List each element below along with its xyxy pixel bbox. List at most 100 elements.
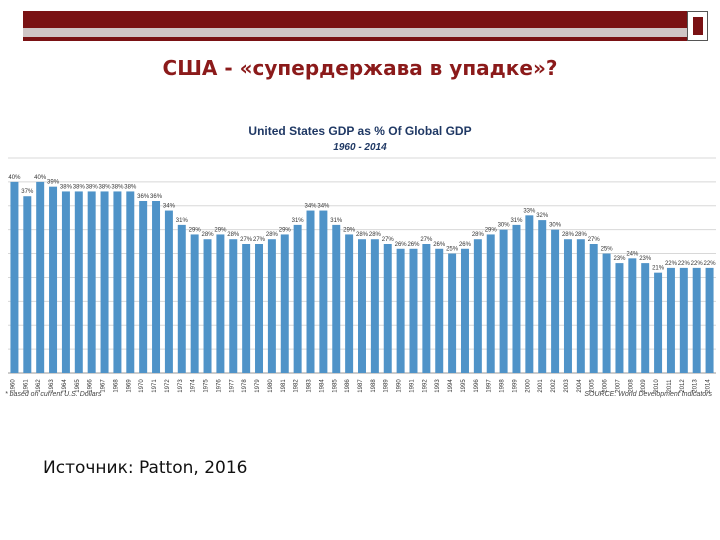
data-label-1991: 26%	[407, 242, 420, 248]
data-label-1986: 29%	[343, 227, 356, 233]
data-label-1996: 28%	[472, 232, 485, 238]
x-tick-1961: 1961	[23, 379, 29, 393]
x-tick-2002: 2002	[551, 379, 557, 393]
x-tick-1977: 1977	[229, 379, 235, 393]
data-label-1963: 39%	[47, 180, 60, 186]
data-label-1985: 31%	[330, 218, 343, 224]
x-tick-1969: 1969	[126, 379, 132, 393]
bar-1983	[306, 210, 315, 373]
data-label-1983: 34%	[305, 204, 318, 210]
x-tick-1960: 1960	[10, 379, 16, 393]
data-label-1974: 29%	[189, 227, 202, 233]
data-label-1987: 28%	[356, 232, 369, 238]
bar-1971	[152, 201, 161, 373]
bar-2004	[576, 239, 585, 373]
bar-2006	[602, 253, 611, 373]
bar-1990	[396, 248, 405, 373]
x-tick-2012: 2012	[680, 379, 686, 393]
data-label-1997: 29%	[485, 227, 498, 233]
data-label-1975: 28%	[202, 232, 215, 238]
x-tick-1995: 1995	[461, 379, 467, 393]
bar-2007	[615, 263, 624, 373]
chart-title: United States GDP as % Of Global GDP	[248, 124, 471, 138]
x-tick-2009: 2009	[641, 379, 647, 393]
bar-2011	[666, 267, 675, 373]
data-label-1978: 27%	[240, 237, 253, 243]
x-tick-2005: 2005	[590, 379, 596, 393]
bar-1976	[216, 234, 225, 373]
bar-1974	[190, 234, 199, 373]
data-label-2007: 23%	[613, 256, 626, 262]
data-label-1977: 28%	[227, 232, 240, 238]
bar-1975	[203, 239, 212, 373]
x-tick-1997: 1997	[487, 379, 493, 393]
x-tick-1979: 1979	[255, 379, 261, 393]
x-tick-1967: 1967	[101, 379, 107, 393]
bar-1980	[267, 239, 276, 373]
bar-1982	[293, 224, 302, 373]
data-label-2013: 22%	[691, 261, 704, 267]
data-label-1992: 27%	[420, 237, 433, 243]
x-tick-1998: 1998	[500, 379, 506, 393]
x-tick-2010: 2010	[654, 379, 660, 393]
data-label-1970: 36%	[137, 194, 150, 200]
data-label-1988: 28%	[369, 232, 382, 238]
x-tick-1963: 1963	[49, 379, 55, 393]
x-tick-1992: 1992	[422, 379, 428, 393]
data-label-1965: 38%	[73, 184, 86, 190]
x-tick-2013: 2013	[693, 379, 699, 393]
bar-1966	[87, 191, 96, 373]
gdp-bar-chart: United States GDP as % Of Global GDP 196…	[0, 113, 720, 403]
x-tick-1989: 1989	[384, 379, 390, 393]
x-tick-1982: 1982	[294, 379, 300, 393]
data-label-1967: 38%	[99, 184, 112, 190]
x-tick-2003: 2003	[564, 379, 570, 393]
bar-1991	[409, 248, 418, 373]
bar-1969	[126, 191, 135, 373]
bar-1961	[23, 196, 32, 373]
bar-2000	[525, 215, 534, 373]
x-tick-1984: 1984	[319, 379, 325, 393]
bar-1998	[499, 229, 508, 373]
x-tick-1986: 1986	[345, 379, 351, 393]
x-tick-1975: 1975	[204, 379, 210, 393]
bar-2012	[679, 267, 688, 373]
data-label-1990: 26%	[395, 242, 408, 248]
bar-1993	[435, 248, 444, 373]
bar-1977	[229, 239, 238, 373]
bar-2005	[589, 244, 598, 373]
data-label-1971: 36%	[150, 194, 163, 200]
data-label-2004: 28%	[575, 232, 588, 238]
bar-1981	[280, 234, 289, 373]
x-tick-1991: 1991	[409, 379, 415, 393]
data-label-1962: 40%	[34, 175, 47, 181]
data-label-1968: 38%	[111, 184, 124, 190]
x-tick-1966: 1966	[88, 379, 94, 393]
data-label-1961: 37%	[21, 189, 34, 195]
bar-2001	[538, 220, 547, 373]
bar-1962	[36, 181, 45, 373]
data-label-1972: 34%	[163, 204, 176, 210]
data-label-1982: 31%	[292, 218, 305, 224]
chart-footnote: * based on current U.S. Dollars	[5, 391, 102, 398]
x-tick-1981: 1981	[281, 379, 287, 393]
x-tick-1983: 1983	[307, 379, 313, 393]
x-tick-1974: 1974	[191, 379, 197, 393]
bar-1979	[255, 244, 264, 373]
chart-bars	[10, 181, 714, 373]
bar-2013	[692, 267, 701, 373]
x-tick-2011: 2011	[667, 379, 673, 393]
x-tick-1965: 1965	[75, 379, 81, 393]
x-tick-1962: 1962	[36, 379, 42, 393]
bar-1960	[10, 181, 19, 373]
x-tick-1978: 1978	[242, 379, 248, 393]
x-tick-2014: 2014	[706, 379, 712, 393]
chart-source-note: SOURCE: World Development Indicators	[584, 391, 712, 398]
title-decoration-bar	[23, 11, 708, 41]
data-label-2009: 23%	[639, 256, 652, 262]
data-label-1976: 29%	[214, 227, 227, 233]
bar-2010	[654, 272, 663, 373]
x-tick-1985: 1985	[332, 379, 338, 393]
accent-band-stripe	[23, 28, 687, 37]
x-tick-1968: 1968	[113, 379, 119, 393]
